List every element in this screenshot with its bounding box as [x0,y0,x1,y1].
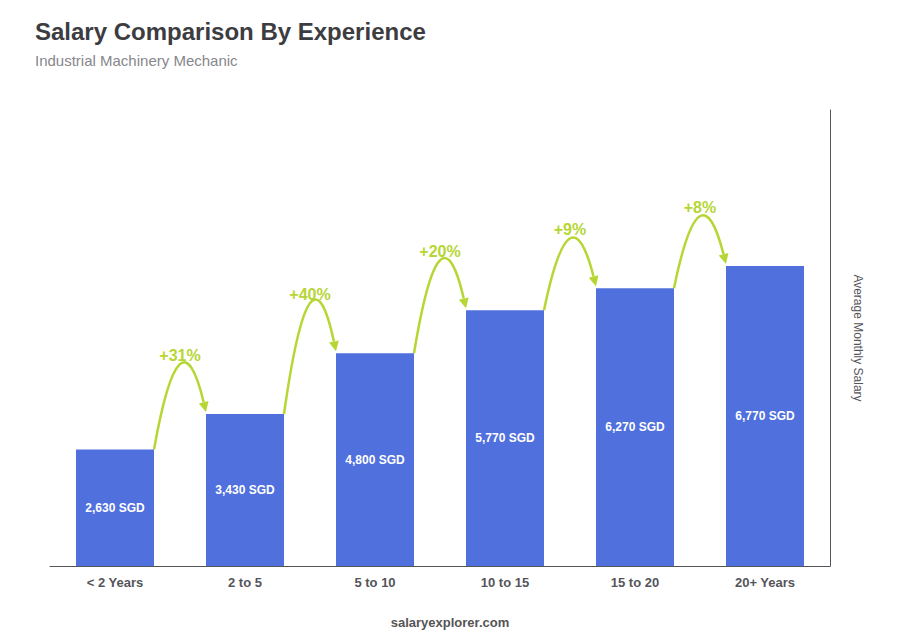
svg-text:5 to 10: 5 to 10 [354,575,395,590]
svg-text:Salary Comparison By Experienc: Salary Comparison By Experience [35,18,426,45]
svg-text:+20%: +20% [419,243,460,260]
svg-text:+40%: +40% [289,286,330,303]
svg-text:15 to 20: 15 to 20 [611,575,659,590]
svg-text:5,770 SGD: 5,770 SGD [475,431,535,445]
svg-text:3,430 SGD: 3,430 SGD [215,483,275,497]
svg-text:+8%: +8% [684,199,716,216]
svg-text:+31%: +31% [159,347,200,364]
svg-text:< 2 Years: < 2 Years [87,575,144,590]
svg-text:4,800 SGD: 4,800 SGD [345,453,405,467]
svg-text:salaryexplorer.com: salaryexplorer.com [391,615,510,630]
svg-text:+9%: +9% [554,221,586,238]
svg-text:Industrial Machinery Mechanic: Industrial Machinery Mechanic [35,52,238,69]
svg-text:6,770 SGD: 6,770 SGD [735,409,795,423]
svg-text:10 to 15: 10 to 15 [481,575,529,590]
svg-text:20+ Years: 20+ Years [735,575,795,590]
svg-text:6,270 SGD: 6,270 SGD [605,420,665,434]
svg-text:Average Monthly Salary: Average Monthly Salary [851,274,865,401]
svg-text:2,630 SGD: 2,630 SGD [85,501,145,515]
svg-text:2 to 5: 2 to 5 [228,575,262,590]
